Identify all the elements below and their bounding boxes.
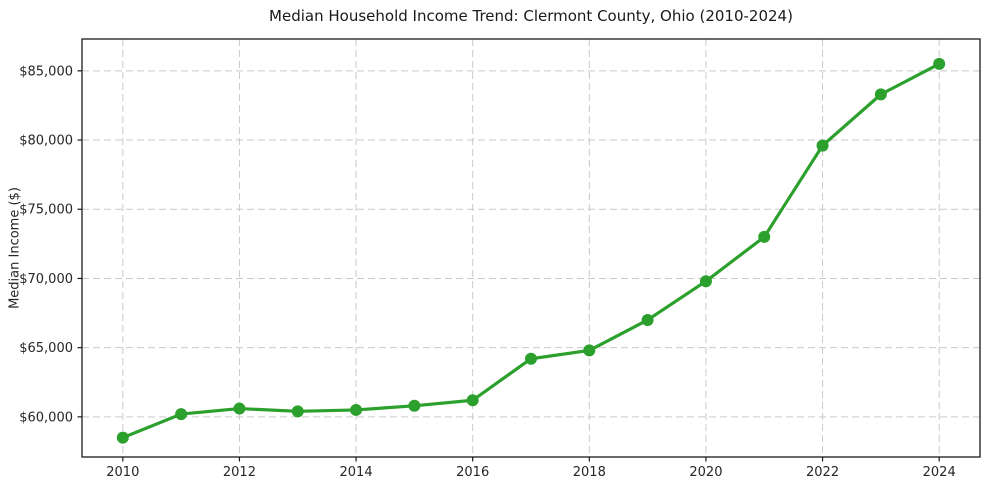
axes-box	[81, 38, 981, 458]
y-tick-label: $80,000	[19, 134, 73, 149]
x-tick-label: 2016	[456, 465, 489, 480]
x-tick-label: 2020	[689, 465, 722, 480]
data-point	[933, 57, 946, 70]
chart-title: Median Household Income Trend: Clermont …	[269, 7, 793, 25]
data-point	[816, 139, 829, 152]
x-tick-label: 2010	[106, 465, 139, 480]
x-tick-label: 2024	[923, 465, 956, 480]
y-axis-label: Median Income ($)	[7, 187, 23, 309]
data-point	[233, 402, 246, 415]
x-tick-label: 2012	[223, 465, 256, 480]
y-tick-label: $60,000	[19, 410, 73, 425]
y-tick-label: $85,000	[19, 64, 73, 79]
data-point	[466, 394, 479, 407]
data-point	[350, 403, 363, 416]
data-point	[641, 313, 654, 326]
x-tick-label: 2022	[806, 465, 839, 480]
x-tick-label: 2018	[573, 465, 606, 480]
data-point	[408, 399, 421, 412]
data-point	[525, 352, 537, 365]
data-point	[699, 275, 712, 288]
data-point	[874, 88, 887, 101]
data-point	[175, 408, 188, 421]
y-tick-label: $65,000	[19, 341, 73, 356]
data-point	[116, 431, 129, 444]
y-tick-label: $70,000	[19, 272, 73, 287]
data-point	[291, 405, 304, 418]
data-point	[758, 230, 771, 243]
x-tick-label: 2014	[340, 465, 373, 480]
data-point	[583, 344, 596, 357]
y-tick-label: $75,000	[19, 203, 73, 218]
plot-area-background	[82, 39, 980, 457]
